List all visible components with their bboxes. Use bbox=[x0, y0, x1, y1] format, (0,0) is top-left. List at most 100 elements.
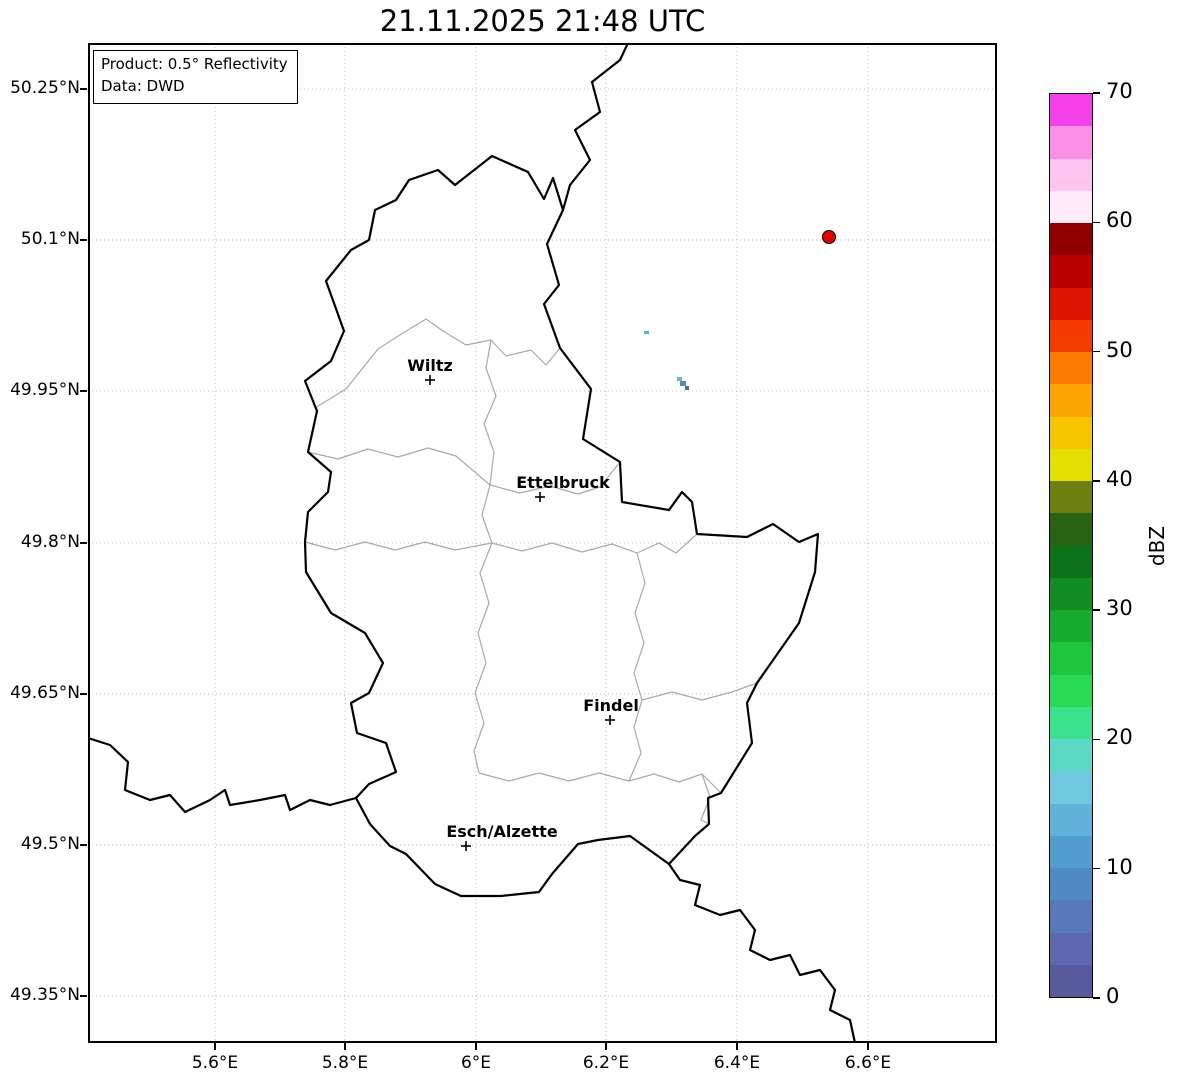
country-borders bbox=[88, 43, 857, 1043]
colorbar-band bbox=[1050, 964, 1092, 997]
colorbar-tick-mark bbox=[1093, 350, 1100, 353]
colorbar-tick-mark bbox=[1093, 480, 1100, 482]
y-tick-label: 49.35°N bbox=[10, 985, 80, 1005]
legend-source-line: Data: DWD bbox=[101, 76, 185, 95]
belgium-germany-border bbox=[561, 43, 630, 212]
colorbar-tick-mark bbox=[1093, 867, 1100, 870]
radar-echo bbox=[680, 381, 686, 386]
colorbar-tick-label: 50 bbox=[1106, 337, 1133, 362]
x-tick-label: 6.2°E bbox=[582, 1053, 630, 1073]
canton-border-line bbox=[478, 772, 722, 794]
radar-site-marker bbox=[822, 230, 836, 244]
x-tick-mark bbox=[867, 1043, 869, 1050]
colorbar-band bbox=[1050, 125, 1092, 159]
x-tick-label: 6.4°E bbox=[713, 1053, 761, 1073]
colorbar-band bbox=[1050, 802, 1092, 836]
canton-border-line bbox=[473, 484, 493, 774]
y-tick-mark bbox=[80, 693, 87, 695]
canton-border-line bbox=[633, 552, 646, 701]
canton-border-line bbox=[307, 447, 621, 495]
colorbar-band bbox=[1050, 641, 1092, 675]
colorbar-band bbox=[1050, 544, 1092, 578]
colorbar-tick-mark bbox=[1093, 997, 1100, 999]
colorbar-band bbox=[1050, 899, 1092, 933]
colorbar-tick-label: 20 bbox=[1106, 725, 1133, 750]
canton-border-line bbox=[628, 699, 643, 782]
city-label: Ettelbruck bbox=[516, 473, 610, 492]
y-tick-mark bbox=[80, 88, 87, 90]
x-tick-mark bbox=[214, 1043, 216, 1050]
colorbar-tick-mark bbox=[1093, 221, 1100, 224]
canton-border-line bbox=[700, 773, 711, 825]
colorbar-band bbox=[1050, 286, 1092, 320]
colorbar-tick-label: 30 bbox=[1106, 596, 1133, 621]
canton-borders bbox=[304, 318, 758, 825]
x-tick-mark bbox=[344, 1043, 346, 1050]
colorbar-band bbox=[1050, 738, 1092, 772]
y-tick-mark bbox=[80, 995, 87, 997]
colorbar-band bbox=[1050, 254, 1092, 288]
colorbar-tick-label: 60 bbox=[1106, 208, 1133, 233]
colorbar-band bbox=[1050, 415, 1092, 449]
colorbar-tick-mark bbox=[1093, 738, 1100, 741]
canton-border-line bbox=[304, 541, 493, 551]
colorbar-band bbox=[1050, 351, 1092, 385]
colorbar-band bbox=[1050, 319, 1092, 352]
colorbar-band bbox=[1050, 577, 1092, 610]
x-tick-label: 6°E bbox=[460, 1053, 492, 1073]
colorbar-band bbox=[1050, 512, 1092, 546]
radar-echo bbox=[644, 331, 649, 334]
city-label: Wiltz bbox=[407, 356, 453, 375]
colorbar-tick-label: 10 bbox=[1106, 854, 1133, 879]
colorbar bbox=[1049, 93, 1093, 998]
x-tick-mark bbox=[475, 1043, 477, 1050]
luxembourg-border bbox=[303, 154, 820, 898]
y-tick-label: 50.25°N bbox=[10, 78, 80, 98]
radar-echo bbox=[685, 386, 689, 390]
colorbar-tick-mark bbox=[1093, 609, 1100, 611]
y-tick-label: 50.1°N bbox=[20, 229, 80, 249]
colorbar-band bbox=[1050, 383, 1092, 417]
colorbar-band bbox=[1050, 835, 1092, 868]
colorbar-band bbox=[1050, 157, 1092, 191]
france-belgium-border bbox=[88, 736, 358, 814]
y-tick-mark bbox=[80, 390, 87, 392]
colorbar-tick-label: 0 bbox=[1106, 984, 1120, 1008]
legend-box: Product: 0.5° Reflectivity Data: DWD bbox=[93, 50, 298, 104]
canton-border-line bbox=[491, 533, 698, 554]
radar-echoes-group bbox=[644, 230, 836, 390]
colorbar-band bbox=[1050, 222, 1092, 256]
x-tick-mark bbox=[736, 1043, 738, 1050]
colorbar-tick-label: 40 bbox=[1106, 466, 1133, 491]
canton-border-line bbox=[314, 318, 561, 409]
colorbar-band bbox=[1050, 706, 1092, 739]
colorbar-band bbox=[1050, 448, 1092, 481]
city-labels-group: Wiltz Ettelbruck Findel Esch/Alzette bbox=[407, 356, 639, 851]
colorbar-band bbox=[1050, 770, 1092, 804]
plot-title: 21.11.2025 21:48 UTC bbox=[379, 4, 706, 38]
y-tick-label: 49.95°N bbox=[10, 380, 80, 400]
y-tick-mark bbox=[80, 542, 87, 544]
x-tick-label: 6.6°E bbox=[844, 1053, 892, 1073]
canton-border-line bbox=[483, 339, 497, 486]
x-tick-label: 5.6°E bbox=[191, 1053, 239, 1073]
radar-echo bbox=[677, 377, 682, 381]
map-plot-area: Wiltz Ettelbruck Findel Esch/Alzette Produc… bbox=[88, 43, 997, 1043]
colorbar-band bbox=[1050, 931, 1092, 965]
city-label: Findel bbox=[583, 696, 639, 715]
colorbar-band bbox=[1050, 673, 1092, 707]
y-tick-label: 49.8°N bbox=[20, 532, 80, 552]
x-tick-mark bbox=[605, 1043, 607, 1050]
colorbar-bands bbox=[1050, 94, 1092, 997]
colorbar-tick-label: 70 bbox=[1106, 79, 1133, 103]
plot-frame bbox=[88, 43, 997, 1043]
colorbar-tick-mark bbox=[1093, 92, 1100, 94]
city-label: Esch/Alzette bbox=[446, 822, 558, 841]
y-tick-mark bbox=[80, 844, 87, 846]
colorbar-band bbox=[1050, 94, 1092, 127]
gridlines-group bbox=[88, 43, 997, 1043]
legend-product-line: Product: 0.5° Reflectivity bbox=[101, 55, 288, 73]
y-tick-mark bbox=[80, 239, 87, 241]
colorbar-band bbox=[1050, 190, 1092, 223]
